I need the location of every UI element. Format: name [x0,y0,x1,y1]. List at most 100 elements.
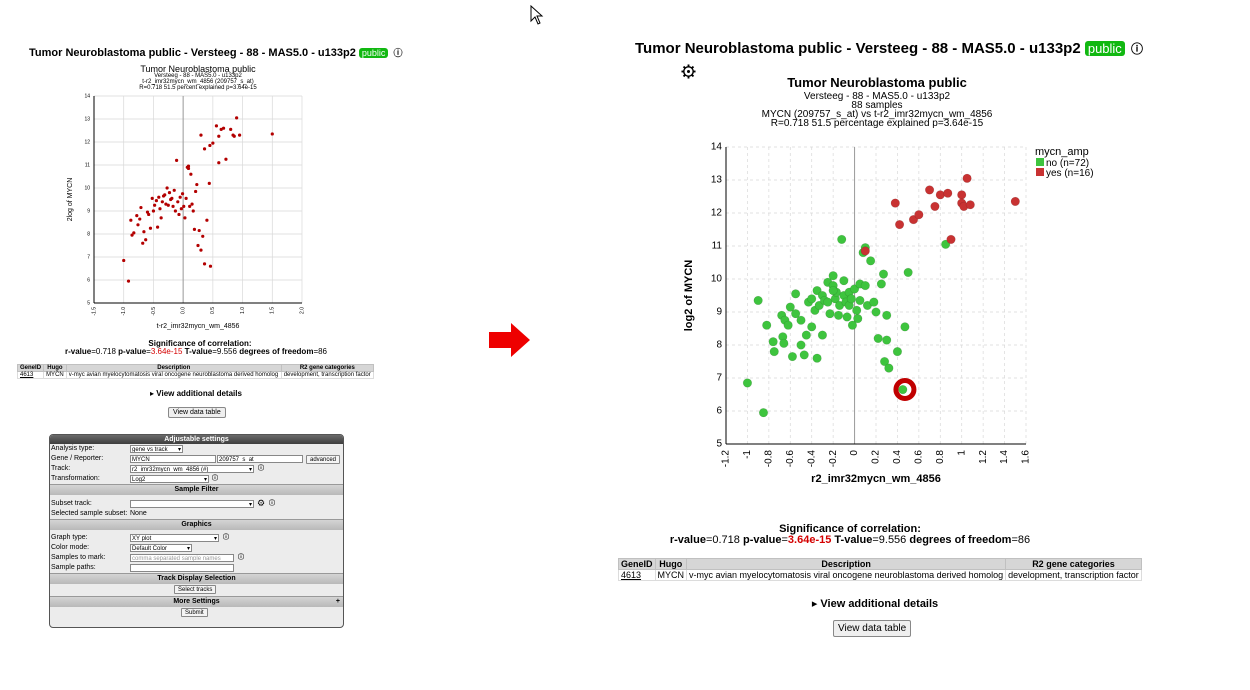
data-point [144,238,148,242]
col-geneid: GeneID [16,364,45,372]
data-point [232,134,236,138]
data-point [876,279,886,289]
right-stats: r-value=0.718 p-value=3.64e-15 T-value=9… [669,534,1031,546]
graph-type-info-icon[interactable]: ⓘ [223,535,230,541]
graph-type-select[interactable]: XY plot [130,534,219,542]
data-point [166,203,170,207]
y-tick-label: 8 [716,340,722,351]
data-point [151,209,156,213]
data-point [807,322,817,332]
data-point [825,309,835,319]
data-point [176,200,180,204]
x-tick-label: -0.8 [763,450,774,468]
reporter-input[interactable]: 209757_s_at [217,455,303,463]
public-badge: public [1084,41,1125,56]
info-icon[interactable]: ⓘ [393,48,403,58]
gene-reporter-row: Gene / Reporter: MYCN 209757_s_at advanc… [50,454,343,464]
color-mode-select[interactable]: Default Color [130,544,192,552]
samples-info-icon[interactable]: ⓘ [238,555,245,561]
data-point [130,233,134,237]
subset-track-row: Subset track: ⚙ ⓘ [50,499,343,509]
data-point [157,195,161,199]
data-point [217,161,221,165]
sample-paths-input[interactable] [130,564,234,572]
more-settings-section[interactable]: More Settings + [50,596,343,607]
gene-input[interactable]: MYCN [130,455,216,463]
x-tick-label: 2.0 [299,307,305,314]
legend-title: mycn_amp [1035,146,1089,158]
analysis-type-select[interactable]: gene vs track [130,445,183,453]
data-point [762,320,772,330]
data-point [153,203,157,207]
data-point [221,126,226,130]
y-tick-label: 7 [87,254,90,260]
data-point [807,294,817,304]
right-view-details-toggle[interactable]: ▸ View additional details [811,598,939,610]
right-chart-subtitle3: MYCN (209757_s_at) vs t-r2_imr32mycn_wm_… [761,109,993,120]
data-point [879,356,890,367]
x-tick-label: -1.5 [91,307,97,316]
samples-to-mark-input[interactable]: comma separated sample names [130,554,234,562]
transformation-info-icon[interactable]: ⓘ [212,476,219,482]
y-tick-label: 6 [716,406,722,417]
data-point [866,256,876,266]
info-icon[interactable]: ⓘ [1130,42,1143,56]
data-point [890,198,900,208]
subset-track-select[interactable] [130,500,254,508]
gear-icon[interactable]: ⚙ [257,498,266,508]
y-tick-label: 9 [716,307,722,318]
track-select[interactable]: r2_imr32mycn_wm_4856 (#) [130,465,254,473]
graph-type-row: Graph type: XY plot ⓘ [50,533,343,543]
selected-subset-value: None [130,510,147,517]
data-point [753,295,763,306]
x-tick-label: 0 [849,450,860,456]
data-point [164,202,168,206]
submit-button[interactable]: Submit [181,608,208,617]
advanced-button[interactable]: advanced [306,455,341,464]
data-point [178,195,182,199]
settings-gear-icon[interactable] [681,64,696,79]
right-gene-table: GeneID Hugo Description R2 gene categori… [618,558,1142,581]
data-point [155,225,160,229]
data-point [855,295,865,306]
data-point [147,212,151,217]
data-point [141,241,145,245]
right-chart-subtitle1: Versteeg - 88 - MAS5.0 - u133p2 [803,91,951,102]
right-view-data-table-button[interactable]: View data table [833,620,912,637]
geneid-link[interactable]: 4613 [621,570,642,580]
data-point [839,276,849,286]
left-chart-title: Tumor Neuroblastoma public [140,64,256,74]
plot-area [94,96,302,303]
track-info-icon[interactable]: ⓘ [258,466,265,472]
color-mode-row: Color mode: Default Color [50,543,343,553]
select-tracks-button[interactable]: Select tracks [174,585,217,594]
table-row: 4613 MYCN v-myc avian myelocytomatosis v… [16,371,375,379]
data-point [894,219,905,230]
left-chart-subtitle2: t-r2_imr32mycn_wm_4856 (209757_s_at) [142,79,254,85]
data-point [132,231,136,235]
data-point [871,307,881,317]
left-view-data-table-button[interactable]: View data table [168,407,226,418]
data-point [180,192,185,196]
x-tick-label: 1.0 [240,307,246,314]
left-view-details-toggle[interactable]: ▸ View additional details [150,389,242,398]
data-point [962,173,972,183]
left-stats: r-value=0.718 p-value=3.64e-15 T-value=9… [64,347,328,356]
graphics-section: Graphics [50,519,343,530]
subset-info-icon[interactable]: ⓘ [269,501,276,507]
expand-plus-icon[interactable]: + [335,598,340,605]
data-point [171,204,175,208]
data-point [823,297,833,307]
data-point [192,227,197,231]
transformation-select[interactable]: Log2 [130,475,209,483]
analysis-type-row: Analysis type: gene vs track [50,444,343,454]
right-chart-subtitle2: 88 samples [851,100,903,111]
geneid-link[interactable]: 4613 [20,372,34,378]
data-point [150,196,154,200]
data-point [188,204,192,208]
data-point [202,262,207,266]
x-tick-label: -0.2 [828,450,839,468]
data-point [189,172,193,176]
col-description: Description [686,558,1007,570]
